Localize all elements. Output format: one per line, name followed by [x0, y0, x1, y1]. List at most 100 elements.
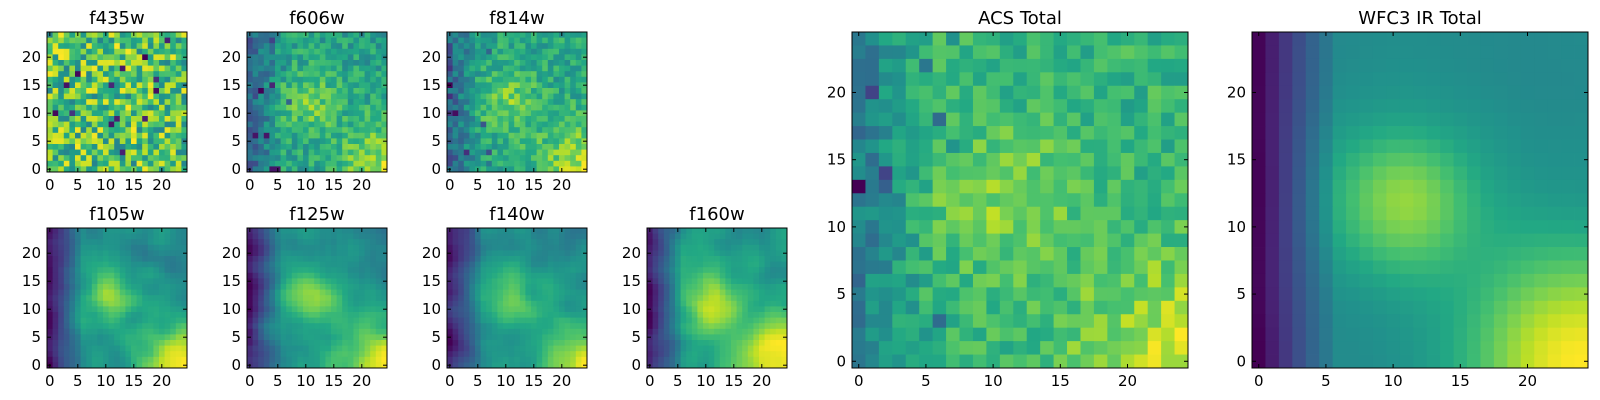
- heatmap-cell: [91, 32, 98, 38]
- heatmap-cell: [175, 351, 182, 358]
- heatmap-cell: [675, 244, 681, 251]
- heatmap-cell: [119, 93, 126, 100]
- heatmap-cell: [1174, 112, 1189, 127]
- heatmap-cell: [547, 289, 554, 296]
- heatmap-cell: [759, 306, 765, 313]
- heatmap-cell: [153, 284, 160, 290]
- heatmap-cell: [269, 88, 276, 94]
- heatmap-cell: [153, 317, 160, 324]
- heatmap-cell: [447, 328, 453, 335]
- heatmap-cell: [164, 250, 171, 257]
- heatmap-cell: [164, 149, 171, 156]
- heatmap-cell: [519, 54, 526, 61]
- heatmap-cell: [319, 356, 326, 363]
- heatmap-cell: [669, 351, 676, 358]
- heatmap-cell: [181, 43, 188, 50]
- x-tick-label: 5: [273, 372, 283, 390]
- heatmap-cell: [932, 139, 947, 154]
- heatmap-cell: [375, 166, 382, 173]
- heatmap-cell: [119, 300, 126, 307]
- heatmap-cell: [497, 160, 504, 167]
- heatmap-cell: [514, 93, 521, 100]
- heatmap-cell: [753, 295, 760, 302]
- heatmap-cell: [542, 233, 549, 240]
- heatmap-cell: [159, 261, 165, 268]
- heatmap-cell: [153, 110, 160, 117]
- heatmap-cell: [736, 328, 743, 335]
- heatmap-cell: [370, 312, 377, 318]
- heatmap-cell: [280, 166, 287, 173]
- heatmap-cell: [336, 228, 343, 234]
- heatmap-cell: [514, 149, 521, 156]
- heatmap-cell: [308, 54, 315, 61]
- heatmap-cell: [370, 110, 377, 117]
- heatmap-cell: [114, 362, 121, 369]
- heatmap-cell: [691, 340, 698, 346]
- heatmap-cell: [547, 250, 554, 257]
- heatmap-cell: [142, 43, 149, 50]
- heatmap-cell: [153, 116, 160, 122]
- heatmap-cell: [97, 289, 104, 296]
- heatmap-cell: [275, 144, 281, 150]
- heatmap-cell: [319, 228, 326, 234]
- heatmap-cell: [381, 272, 388, 279]
- heatmap-cell: [86, 250, 93, 257]
- x-tick-label: 10: [696, 372, 715, 390]
- x-tick-label: 10: [496, 372, 515, 390]
- heatmap-cell: [714, 239, 721, 246]
- heatmap-cell: [142, 250, 149, 257]
- heatmap-cell: [553, 289, 560, 296]
- heatmap-cell: [514, 312, 521, 318]
- heatmap-cell: [480, 267, 487, 274]
- heatmap-cell: [263, 138, 270, 145]
- heatmap-cell: [1053, 72, 1068, 87]
- heatmap-cell: [753, 278, 760, 285]
- x-tick-label: 10: [496, 176, 515, 194]
- heatmap-cell: [514, 278, 521, 285]
- heatmap-cell: [559, 300, 565, 307]
- heatmap-cell: [542, 76, 549, 83]
- heatmap-cell: [342, 289, 349, 296]
- heatmap-cell: [347, 312, 354, 318]
- heatmap-cell: [770, 323, 777, 330]
- heatmap-cell: [770, 312, 777, 318]
- heatmap-cell: [142, 328, 149, 335]
- heatmap-cell: [319, 144, 326, 150]
- heatmap-cell: [669, 272, 676, 279]
- heatmap-cell: [80, 362, 87, 369]
- heatmap-cell: [108, 328, 115, 335]
- heatmap-cell: [575, 328, 582, 335]
- heatmap-cell: [531, 233, 537, 240]
- heatmap-cell: [742, 256, 749, 262]
- heatmap-cell: [747, 256, 754, 262]
- heatmap-cell: [536, 166, 543, 173]
- heatmap-cell: [263, 144, 270, 150]
- heatmap-cell: [675, 289, 681, 296]
- heatmap-cell: [542, 356, 549, 363]
- heatmap-cell: [52, 110, 59, 117]
- heatmap-cell: [347, 99, 354, 106]
- heatmap-cell: [364, 272, 371, 279]
- heatmap-cell: [175, 256, 182, 262]
- heatmap-cell: [280, 289, 287, 296]
- heatmap-cell: [263, 104, 270, 111]
- heatmap-cell: [269, 256, 276, 262]
- heatmap-cell: [181, 228, 188, 234]
- heatmap-cell: [519, 345, 526, 352]
- heatmap-cell: [559, 317, 565, 324]
- heatmap-cell: [497, 340, 504, 346]
- heatmap-cell: [1040, 179, 1054, 194]
- heatmap-cell: [175, 127, 182, 134]
- heatmap-cell: [336, 155, 343, 162]
- heatmap-cell: [58, 312, 65, 318]
- heatmap-cell: [142, 110, 149, 117]
- heatmap-cell: [370, 132, 377, 139]
- heatmap-cell: [275, 43, 281, 50]
- heatmap-cell: [742, 272, 749, 279]
- heatmap-cell: [508, 250, 515, 257]
- heatmap-cell: [80, 144, 87, 150]
- heatmap-cell: [336, 323, 343, 330]
- heatmap-cell: [531, 295, 537, 302]
- heatmap-cell: [508, 65, 515, 72]
- heatmap-cell: [447, 256, 453, 262]
